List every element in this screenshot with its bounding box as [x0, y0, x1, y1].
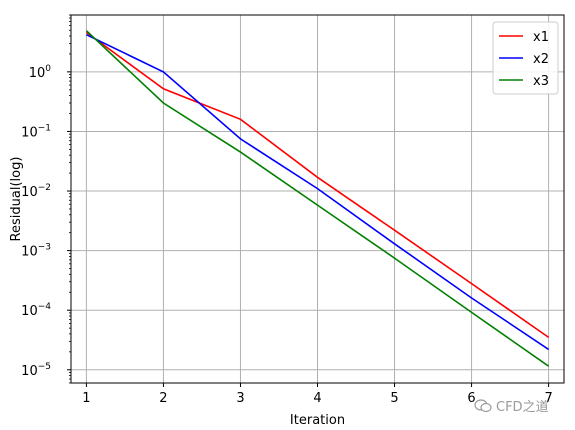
legend-label-x1: x1 [533, 30, 549, 45]
y-tick-label: 10−3 [21, 243, 51, 260]
x-tick-label: 1 [82, 391, 90, 406]
series-line-x3 [85, 30, 550, 367]
x-tick-label: 6 [467, 391, 475, 406]
legend-label-x2: x2 [533, 52, 549, 67]
grid-lines [71, 15, 564, 383]
legend: x1 x2 x3 [492, 21, 559, 95]
y-tick-label: 100 [29, 64, 52, 81]
y-tick-label: 10−5 [21, 362, 51, 379]
y-tick-label: 10−4 [21, 302, 51, 319]
x-axis-label: Iteration [290, 413, 345, 428]
x-tick-label: 4 [313, 391, 321, 406]
x-tick-label: 2 [159, 391, 167, 406]
y-tick-label: 10−2 [21, 183, 51, 200]
axis-ticks: 1 2 3 4 5 6 7 100 10−1 10−2 10−3 10−4 10−5 [21, 14, 553, 406]
watermark-text: CFD之道 [496, 400, 549, 415]
series-line-x2 [86, 33, 550, 351]
y-axis-label: Residual(log) [9, 157, 24, 242]
legend-box [492, 21, 559, 95]
x-tick-label: 7 [544, 391, 552, 406]
x-tick-label: 5 [390, 391, 398, 406]
series-lines [85, 30, 550, 367]
y-tick-label: 10−1 [21, 123, 51, 140]
legend-label-x3: x3 [533, 74, 549, 89]
series-line-x1 [85, 31, 550, 339]
watermark: CFD之道 [474, 396, 549, 415]
x-tick-label: 3 [236, 391, 244, 406]
wechat-icon [474, 398, 492, 412]
